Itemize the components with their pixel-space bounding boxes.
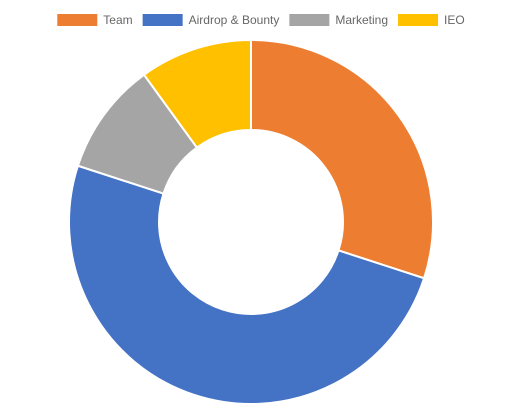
legend-label: IEO (444, 13, 465, 27)
donut-slice (142, 38, 252, 149)
donut-slice (250, 38, 434, 280)
legend-swatch (57, 14, 98, 26)
donut-slice (68, 164, 426, 405)
legend-swatch (289, 14, 330, 26)
legend-label: Team (103, 13, 132, 27)
legend-swatch (398, 14, 439, 26)
legend-label: Airdrop & Bounty (189, 13, 280, 27)
legend-swatch (142, 14, 183, 26)
legend-label: Marketing (335, 13, 388, 27)
